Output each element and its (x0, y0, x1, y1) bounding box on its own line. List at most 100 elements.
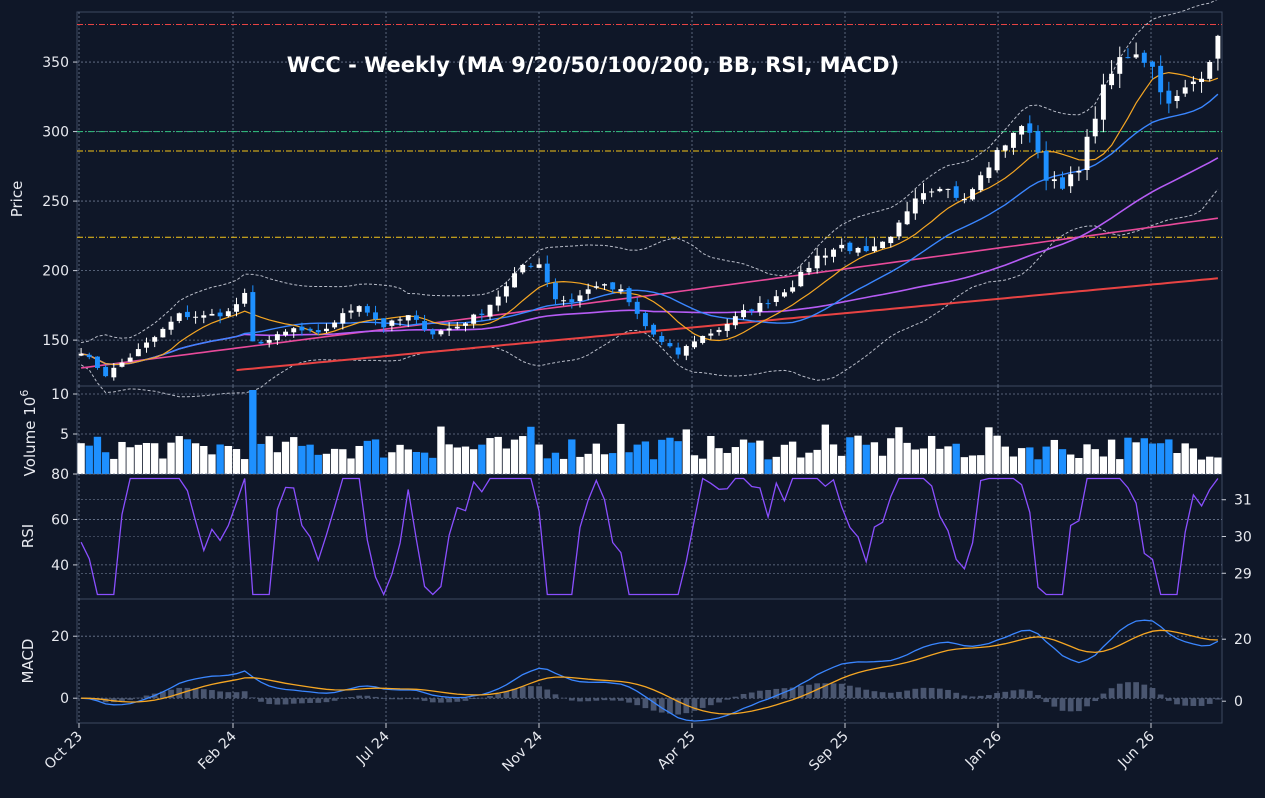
macd-histogram-bar (879, 692, 886, 699)
macd-histogram-bar (1051, 698, 1058, 707)
bollinger-lower (80, 188, 1219, 398)
macd-histogram-bar (1059, 698, 1066, 711)
candle-body (127, 357, 133, 362)
volume-bar (764, 459, 772, 474)
volume-bar (1091, 449, 1099, 474)
candle-body (266, 340, 272, 343)
volume-bar (77, 443, 85, 474)
macd-histogram-bar (1125, 682, 1131, 699)
macd-histogram-bar (618, 698, 624, 701)
macd-histogram-bar (192, 688, 199, 699)
candle-body (373, 312, 378, 320)
volume-bar (838, 455, 846, 474)
volume-bar (1140, 438, 1148, 474)
macd-histogram-bar (1035, 695, 1041, 699)
candle-body (855, 247, 861, 253)
macd-histogram-bar (699, 698, 706, 708)
candle-body (1043, 150, 1049, 181)
volume-bar (625, 452, 633, 474)
volume-bar (380, 457, 388, 474)
macd-histogram-bar (601, 698, 608, 701)
candle-body (323, 328, 329, 332)
macd-histogram-bar (438, 698, 444, 703)
candle-body (242, 292, 248, 304)
volume-bar (1099, 456, 1108, 474)
volume-bar (469, 449, 478, 474)
volume-bar (1206, 456, 1214, 474)
volume-bar (788, 441, 797, 474)
volume-bar (993, 435, 1001, 474)
volume-bar (739, 439, 748, 474)
macd-histogram-bar (1206, 698, 1213, 704)
volume-ylabel-text: Volume 10 (21, 397, 39, 477)
volume-bar (919, 448, 928, 474)
macd-histogram-bar (920, 687, 927, 699)
candle-body (258, 341, 264, 344)
rsi-right-tick-label: 29 (1234, 566, 1252, 582)
macd-histogram-bar (184, 687, 191, 699)
candle-body (806, 267, 812, 273)
panel-macd (76, 598, 1223, 724)
candle-body (1133, 54, 1139, 58)
volume-bar (1197, 459, 1206, 474)
macd-histogram-bar (380, 698, 387, 699)
macd-histogram-bar (986, 695, 992, 699)
macd-histogram-bar (372, 696, 379, 699)
volume-bar (854, 435, 862, 474)
volume-bar (322, 453, 331, 474)
candle-body (283, 331, 289, 336)
candle-body (602, 284, 607, 286)
macd-histogram-bar (1076, 698, 1082, 712)
candle-body (585, 289, 591, 294)
volume-bar (1009, 456, 1018, 474)
volume-ytick-tick-label: 5 (60, 427, 69, 443)
volume-bar (600, 454, 609, 474)
macd-histogram-bar (217, 691, 223, 699)
volume-bar (707, 436, 715, 474)
macd-histogram-bar (863, 689, 870, 699)
macd-histogram-bar (1084, 698, 1090, 707)
macd-histogram-bar (299, 698, 305, 704)
volume-bar (1026, 447, 1034, 474)
candle-body (741, 310, 747, 318)
price-ytick-tick-label: 350 (42, 55, 69, 71)
macd-histogram-bar (953, 692, 960, 699)
macd-histogram-bar (1043, 698, 1050, 703)
macd-histogram-bar (1182, 698, 1189, 706)
volume-bar (944, 446, 952, 474)
volume-bar (1034, 459, 1042, 474)
volume-bar (134, 444, 143, 474)
candle-body (389, 320, 395, 326)
candle-body (1215, 35, 1221, 59)
volume-bar (175, 436, 183, 474)
macd-histogram-bar (511, 688, 518, 699)
volume-bar (159, 458, 167, 474)
candle-body (512, 273, 518, 288)
candle-body (356, 306, 362, 312)
macd-histogram-bar (1174, 698, 1180, 705)
macd-histogram-bar (650, 698, 657, 711)
candle-body (1117, 57, 1123, 74)
macd-histogram-bar (290, 698, 297, 704)
candle-body (683, 346, 689, 356)
volume-bar (1017, 448, 1026, 474)
candle-body (1100, 84, 1106, 120)
candle-body (495, 296, 501, 306)
macd-histogram-bar (667, 698, 673, 714)
macd-histogram-bar (1116, 683, 1123, 699)
volume-bar (633, 444, 641, 474)
price-ytick-tick-label: 300 (42, 125, 69, 141)
candle-body (1174, 95, 1180, 101)
volume-bar (592, 443, 601, 474)
volume-ylabel: Volume 106 (18, 390, 39, 477)
candle-body (700, 335, 706, 343)
volume-bar (862, 444, 870, 474)
candle-body (994, 150, 1000, 171)
macd-histogram-bar (249, 697, 256, 699)
volume-bar (985, 427, 993, 474)
candle-body (193, 316, 199, 318)
candle-body (1002, 145, 1008, 151)
macd-histogram-bar (552, 694, 559, 699)
volume-bar (936, 448, 944, 474)
macd-histogram-bar (233, 692, 240, 699)
